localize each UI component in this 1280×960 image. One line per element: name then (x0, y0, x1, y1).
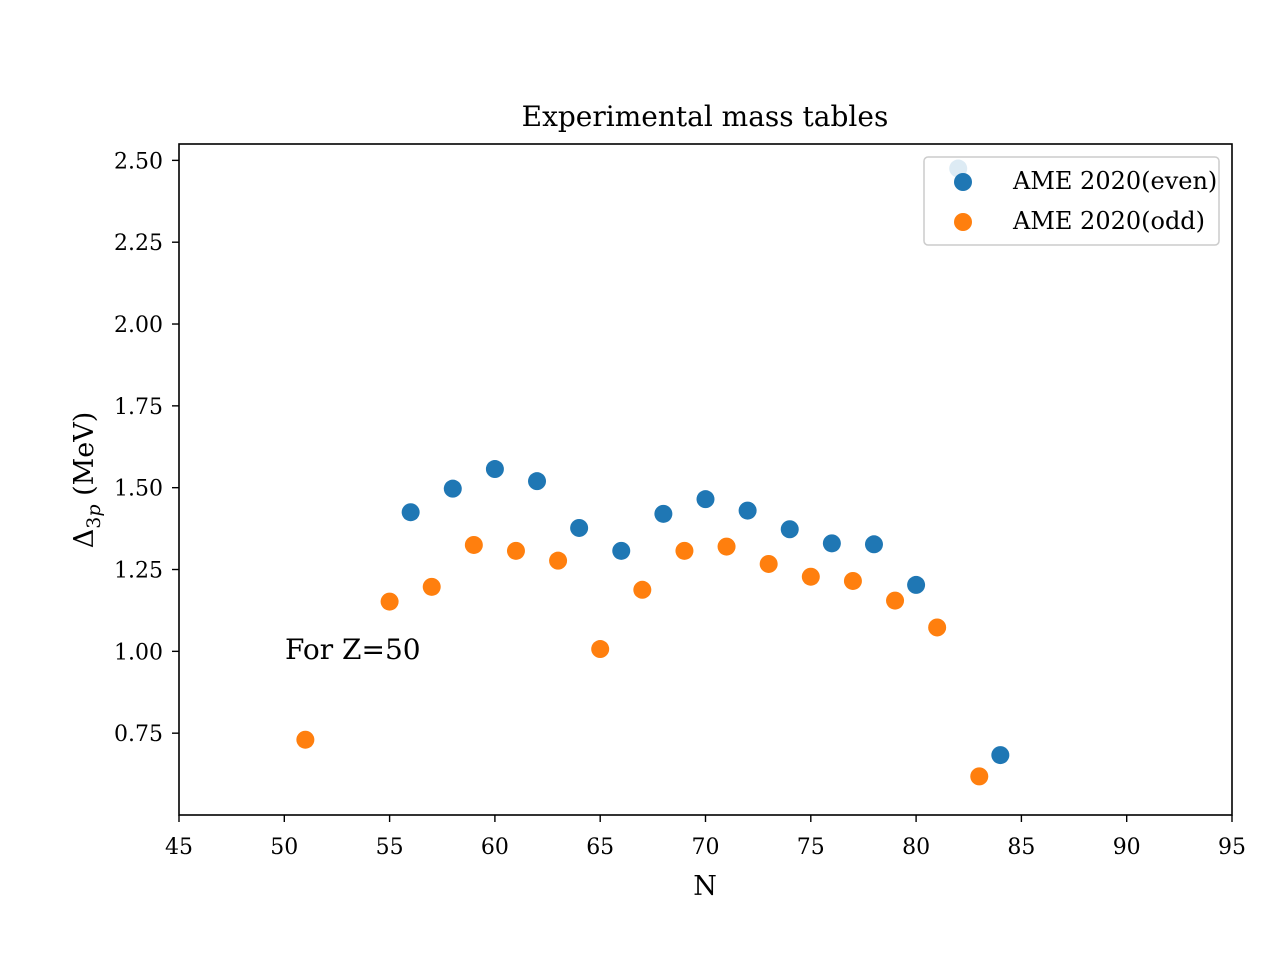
y-tick-label: 2.25 (114, 231, 163, 256)
legend: AME 2020(even) AME 2020(odd) (923, 156, 1220, 246)
legend-label-even: AME 2020(even) (1012, 167, 1217, 195)
data-point (991, 746, 1010, 765)
x-tick-label: 60 (481, 835, 509, 860)
annotation-text: For Z=50 (285, 633, 421, 666)
data-point (422, 577, 441, 596)
y-tick-label: 0.75 (114, 722, 163, 747)
data-point (675, 541, 694, 560)
plot-frame (178, 143, 1233, 816)
legend-marker-odd (954, 213, 972, 231)
data-point (907, 575, 926, 594)
y-tick-label: 1.25 (114, 559, 163, 584)
y-axis-label: Δ3p (MeV) (69, 412, 105, 549)
data-point (485, 460, 504, 479)
chart-title: Experimental mass tables (522, 100, 889, 133)
plot-area (178, 143, 1233, 816)
y-tick-label: 1.00 (114, 640, 163, 665)
data-point (801, 567, 820, 586)
data-point (464, 535, 483, 554)
x-tick-label: 75 (797, 835, 825, 860)
y-axis: 0.75 1.00 1.25 1.50 1.75 2.00 2.25 2.50 (114, 149, 179, 747)
x-tick-label: 95 (1218, 835, 1246, 860)
data-point (296, 730, 315, 749)
data-point (549, 551, 568, 570)
data-point (654, 504, 673, 523)
data-point (633, 580, 652, 599)
data-point (970, 767, 989, 786)
data-point (864, 535, 883, 554)
data-point (696, 490, 715, 509)
x-tick-label: 90 (1113, 835, 1141, 860)
legend-frame (923, 156, 1220, 246)
y-tick-label: 2.00 (114, 313, 163, 338)
x-tick-label: 55 (376, 835, 404, 860)
data-point (506, 541, 525, 560)
data-point (401, 503, 420, 522)
data-point (591, 640, 610, 659)
y-tick-label: 2.50 (114, 149, 163, 174)
y-tick-label: 1.75 (114, 395, 163, 420)
data-point (843, 571, 862, 590)
x-tick-label: 45 (165, 835, 193, 860)
x-axis: 45 50 55 60 65 70 75 80 85 90 95 (165, 815, 1246, 860)
data-point (717, 537, 736, 556)
data-point (443, 479, 462, 498)
x-tick-label: 65 (586, 835, 614, 860)
x-axis-label: N (693, 871, 717, 902)
data-point (886, 591, 905, 610)
x-tick-label: 50 (270, 835, 298, 860)
data-point (928, 618, 947, 637)
data-point (780, 520, 799, 539)
series-odd (296, 535, 989, 786)
data-point (759, 554, 778, 573)
data-point (822, 534, 841, 553)
legend-label-odd: AME 2020(odd) (1012, 207, 1205, 235)
data-point (528, 472, 547, 491)
points-layer (296, 159, 1010, 786)
x-tick-label: 85 (1007, 835, 1035, 860)
data-point (380, 592, 399, 611)
data-point (738, 501, 757, 520)
legend-marker-even (954, 173, 972, 191)
x-tick-label: 70 (692, 835, 720, 860)
data-point (570, 518, 589, 537)
data-point (612, 541, 631, 560)
x-tick-label: 80 (902, 835, 930, 860)
y-tick-label: 1.50 (114, 477, 163, 502)
